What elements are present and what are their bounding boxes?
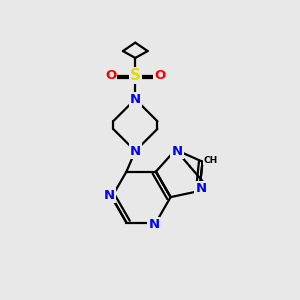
Text: S: S: [130, 68, 141, 83]
Text: N: N: [195, 182, 206, 195]
Text: N: N: [130, 145, 141, 158]
Text: O: O: [154, 69, 166, 82]
Text: N: N: [148, 218, 159, 231]
Text: N: N: [130, 93, 141, 106]
Text: N: N: [172, 145, 183, 158]
Text: O: O: [105, 69, 116, 82]
Text: CH: CH: [204, 156, 218, 165]
Text: N: N: [104, 189, 115, 202]
